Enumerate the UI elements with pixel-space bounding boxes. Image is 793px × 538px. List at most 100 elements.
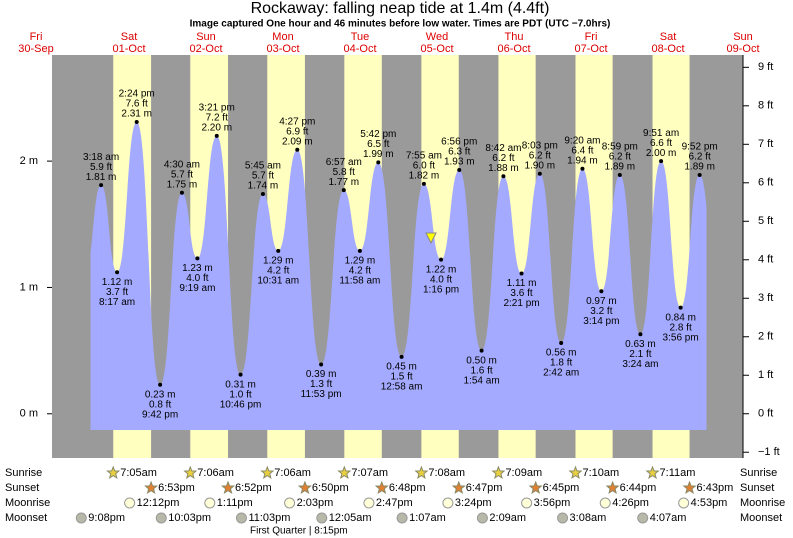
tide-point — [617, 173, 622, 178]
sunset-time: 6:43pm — [697, 482, 734, 494]
moonset-icon — [235, 512, 247, 524]
tide-label: 7:55 am — [406, 150, 442, 161]
day-weekday: Sun — [196, 31, 216, 43]
sunset-time: 6:53pm — [158, 482, 195, 494]
tide-area-edge — [699, 175, 707, 430]
day-weekday: Thu — [505, 31, 524, 43]
tide-point — [319, 362, 324, 367]
moonset-time: 10:03pm — [168, 512, 211, 524]
tide-label: 3:14 pm — [583, 316, 619, 327]
sunrise-icon — [260, 465, 275, 480]
tide-label: 4.2 ft — [349, 265, 371, 276]
sunset-time: 6:52pm — [235, 482, 272, 494]
tide-point — [659, 159, 664, 164]
sunrise-time: 7:06am — [197, 467, 234, 479]
day-weekday: Sat — [660, 31, 677, 43]
tide-point — [501, 174, 506, 179]
row-label: Sunset — [5, 482, 39, 494]
moonset-time: 3:08am — [570, 512, 607, 524]
sunrise-time: 7:08am — [428, 467, 465, 479]
moonrise-icon — [599, 497, 611, 509]
row-label: Sunrise — [5, 467, 42, 479]
tide-label: 1.8 ft — [550, 358, 572, 369]
moonrise-icon — [521, 497, 533, 509]
day-weekday: Wed — [426, 31, 448, 43]
tide-point — [179, 190, 184, 195]
tide-label: 1.0 ft — [229, 389, 251, 400]
tide-label: 2.31 m — [121, 109, 152, 120]
moonrise-icon — [363, 497, 375, 509]
row-label: Sunrise — [740, 467, 777, 479]
tide-label: 6.2 ft — [689, 152, 711, 163]
tide-label: 8:42 am — [485, 143, 521, 154]
tide-label: 1.99 m — [363, 149, 394, 160]
sunrise-icon — [106, 465, 121, 480]
moonrise-time: 2:03pm — [297, 497, 334, 509]
tide-label: 1.90 m — [525, 160, 556, 171]
day-date: 04-Oct — [343, 43, 376, 55]
tide-label: 0.23 m — [145, 389, 176, 400]
tide-label: 0.63 m — [625, 339, 656, 350]
moonset-time: 11:03pm — [248, 512, 290, 524]
moonrise-icon — [284, 497, 296, 509]
tide-point — [537, 171, 542, 176]
tide-label: 0.97 m — [586, 296, 617, 307]
row-label: Moonrise — [5, 497, 50, 509]
tide-point — [580, 166, 585, 171]
tide-label: 2:42 am — [543, 368, 579, 379]
moonset-icon — [396, 512, 408, 524]
tide-label: 11:53 pm — [301, 389, 342, 400]
tide-label: 3:56 pm — [663, 332, 699, 343]
row-label: Moonset — [5, 512, 47, 524]
tide-label: 10:31 am — [257, 275, 299, 286]
tide-label: 0.50 m — [466, 355, 497, 366]
tide-label: 2:21 pm — [503, 298, 539, 309]
tide-label: 6.2 ft — [609, 152, 631, 163]
sunrise-icon — [337, 465, 352, 480]
tide-point — [238, 372, 243, 377]
tide-label: 2.8 ft — [669, 322, 691, 333]
tide-point — [559, 341, 564, 346]
tide-label: 6.2 ft — [492, 153, 514, 164]
tide-point — [276, 248, 281, 253]
chart-title: Rockaway: falling neap tide at 1.4m (4.4… — [251, 0, 550, 17]
tide-point — [195, 256, 200, 261]
moonset-icon — [75, 512, 87, 524]
tide-label: 1.29 m — [263, 255, 294, 266]
day-weekday: Fri — [585, 31, 598, 43]
y2-tick-label: 3 ft — [758, 292, 773, 304]
moonrise-icon — [124, 497, 136, 509]
tide-label: 1.22 m — [426, 264, 457, 275]
tide-label: 2:24 pm — [119, 89, 155, 100]
tide-label: 9:20 am — [564, 135, 600, 146]
tide-label: 2.20 m — [201, 122, 232, 133]
tide-label: 1.89 m — [605, 162, 636, 173]
tide-label: 1.23 m — [182, 263, 213, 274]
tide-label: 6.9 ft — [286, 126, 308, 137]
tide-label: 9:42 pm — [142, 409, 178, 420]
y-tick-label: 0 m — [20, 408, 38, 420]
tide-label: 1.88 m — [488, 163, 519, 174]
tide-point — [295, 147, 300, 152]
moonrise-icon — [678, 497, 690, 509]
moonrise-time: 2:47pm — [376, 497, 413, 509]
day-weekday: Tue — [351, 31, 370, 43]
tide-point — [519, 271, 524, 276]
y2-tick-label: 8 ft — [758, 100, 773, 112]
y2-tick-label: −1 ft — [758, 446, 780, 458]
tide-label: 0.31 m — [225, 379, 256, 390]
tide-point — [599, 289, 604, 294]
day-date: 30-Sep — [18, 43, 53, 55]
day-date: 05-Oct — [420, 43, 453, 55]
tide-label: 2.00 m — [646, 148, 677, 159]
tide-point — [439, 257, 444, 262]
tide-label: 8:17 am — [99, 297, 135, 308]
tide-label: 6.5 ft — [367, 139, 389, 150]
tide-point — [678, 305, 683, 310]
day-date: 02-Oct — [189, 43, 222, 55]
y-tick-label: 1 m — [20, 281, 38, 293]
sunset-icon — [451, 480, 466, 495]
sunrise-icon — [414, 465, 429, 480]
tide-label: 3.6 ft — [510, 288, 532, 299]
tide-point — [214, 133, 219, 138]
